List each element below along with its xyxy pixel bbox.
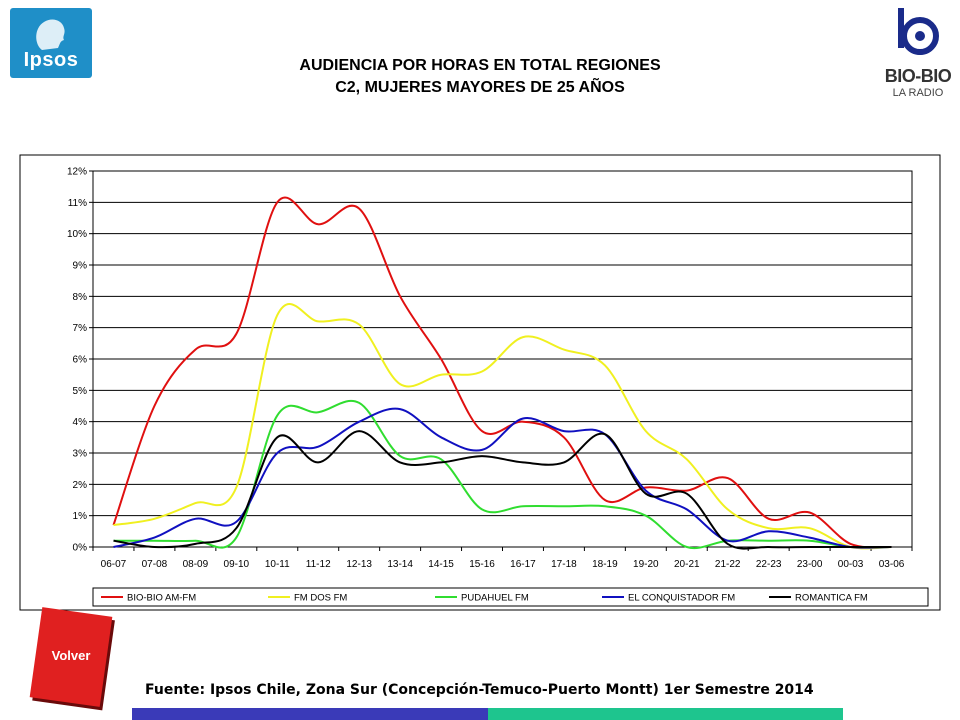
y-tick-label: 0%: [73, 543, 88, 554]
series-line-bio-bio-am-fm: [112, 196, 892, 549]
legend-label: EL CONQUISTADOR FM: [628, 593, 735, 604]
x-tick-label: 00-03: [838, 559, 864, 570]
x-tick-label: 23-00: [797, 559, 823, 570]
y-tick-label: 5%: [73, 386, 88, 397]
x-tick-label: 13-14: [387, 559, 413, 570]
biobio-logo-subtext: LA RADIO: [892, 87, 944, 99]
legend-label: ROMANTICA FM: [795, 593, 868, 604]
y-tick-label: 1%: [73, 511, 88, 522]
y-tick-label: 10%: [67, 229, 87, 240]
x-tick-label: 19-20: [633, 559, 659, 570]
series-line-fm-dos-fm: [113, 303, 892, 550]
x-tick-label: 17-18: [551, 559, 577, 570]
biobio-mark-icon: [898, 8, 939, 55]
x-tick-label: 08-09: [183, 559, 209, 570]
series-line-el-conquistador-fm: [113, 407, 892, 549]
chart-title-line1: AUDIENCIA POR HORAS EN TOTAL REGIONES: [299, 57, 661, 74]
y-tick-label: 7%: [73, 323, 88, 334]
y-tick-label: 2%: [73, 480, 88, 491]
x-tick-label: 11-12: [306, 559, 331, 570]
x-tick-label: 22-23: [756, 559, 782, 570]
source-note: Fuente: Ipsos Chile, Zona Sur (Concepció…: [145, 682, 814, 698]
y-tick-label: 9%: [73, 261, 88, 272]
x-tick-label: 16-17: [510, 559, 536, 570]
x-tick-label: 03-06: [879, 559, 905, 570]
y-tick-label: 4%: [73, 417, 88, 428]
biobio-logo-text: BIO-BIO: [884, 66, 952, 86]
y-tick-label: 8%: [73, 292, 88, 303]
series-line-romantica-fm: [113, 430, 892, 550]
x-tick-label: 10-11: [265, 559, 290, 570]
x-tick-label: 07-08: [142, 559, 168, 570]
y-tick-label: 3%: [73, 449, 88, 460]
biobio-logo: BIO-BIO LA RADIO: [880, 6, 956, 106]
y-tick-label: 6%: [73, 355, 88, 366]
ipsos-head-icon: [36, 19, 65, 50]
x-tick-label: 15-16: [469, 559, 495, 570]
volver-button-label[interactable]: Volver: [51, 648, 91, 663]
series-line-pudahuel-fm: [113, 399, 892, 549]
chart-title: AUDIENCIA POR HORAS EN TOTAL REGIONES C2…: [180, 55, 780, 99]
ipsos-logo: Ipsos: [10, 8, 92, 78]
ipsos-logo-text: Ipsos: [23, 49, 79, 71]
x-tick-label: 12-13: [346, 559, 372, 570]
legend-label: PUDAHUEL FM: [461, 593, 529, 604]
x-tick-label: 20-21: [674, 559, 700, 570]
legend-label: FM DOS FM: [294, 593, 347, 604]
legend-label: BIO-BIO AM-FM: [127, 593, 196, 604]
y-tick-label: 12%: [67, 167, 87, 178]
chart-area-border: [19, 154, 941, 611]
footer-bar-teal: [488, 708, 843, 720]
x-tick-label: 18-19: [592, 559, 618, 570]
x-tick-label: 14-15: [428, 559, 454, 570]
volver-button[interactable]: Volver: [28, 607, 114, 707]
legend-box: [92, 587, 929, 607]
x-tick-label: 09-10: [224, 559, 250, 570]
x-tick-label: 21-22: [715, 559, 741, 570]
y-tick-label: 11%: [68, 198, 87, 209]
footer-bar-blue: [132, 708, 488, 720]
x-tick-label: 06-07: [101, 559, 127, 570]
chart-title-line2: C2, MUJERES MAYORES DE 25 AÑOS: [335, 79, 625, 96]
